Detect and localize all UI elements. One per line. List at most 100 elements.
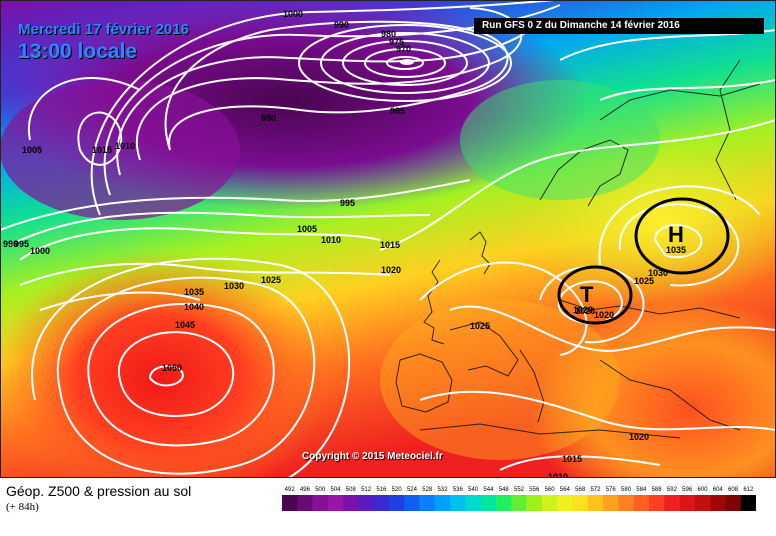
scale-label: 516: [376, 487, 387, 493]
scale-swatch: [618, 495, 634, 511]
scale-label: 564: [560, 487, 571, 493]
high-pressure-center: H 1035: [634, 197, 730, 275]
isobar-label: 1025: [261, 275, 281, 285]
isobar-labels: 1000 990 980 975 970 985 980 1005 1015 1…: [3, 9, 668, 478]
scale-label: 492: [285, 487, 296, 493]
isobar-label: 1005: [297, 224, 317, 234]
scale-label: 612: [743, 487, 754, 493]
low-letter: T: [580, 282, 594, 307]
isobars: [0, 0, 776, 478]
isobar-label: 1005: [22, 145, 42, 155]
scale-label: 524: [407, 487, 418, 493]
scale-label: 540: [468, 487, 479, 493]
isobar-label: 995: [340, 198, 355, 208]
scale-swatch: [327, 495, 344, 511]
scale-swatch: [633, 495, 650, 511]
scale-label: 528: [422, 487, 433, 493]
scale-label: 580: [621, 487, 632, 493]
isobar-label: 1010: [321, 235, 341, 245]
scale-swatch: [373, 495, 390, 511]
isobar-label: 1030: [224, 281, 244, 291]
isobar-label: 1015: [380, 240, 400, 250]
isobar-label: 1015: [92, 145, 112, 155]
scale-label: 584: [636, 487, 647, 493]
scale-label: 560: [545, 487, 556, 493]
scale-swatch: [358, 495, 375, 511]
isobar-label: 1045: [175, 320, 195, 330]
scale-label: 600: [697, 487, 708, 493]
isobar-label: 1015: [562, 454, 582, 464]
product-title: Géop. Z500 & pression au sol: [6, 483, 192, 499]
isobar-label: 1010: [548, 472, 568, 478]
scale-label: 596: [682, 487, 693, 493]
isobar-label: 1050: [162, 363, 182, 373]
scale-label: 576: [606, 487, 617, 493]
isobar-label: 975: [389, 37, 404, 47]
isobar-label: 1040: [184, 302, 204, 312]
isobar-label: 1020: [575, 306, 595, 316]
low-center-marker: [400, 59, 414, 65]
scale-label: 568: [575, 487, 586, 493]
low-pressure-center: T 1020: [557, 265, 633, 325]
scale-swatch: [465, 495, 482, 511]
coastlines: [395, 59, 761, 439]
scale-label: 520: [392, 487, 403, 493]
scale-swatch: [572, 495, 589, 511]
scale-swatch: [710, 495, 726, 511]
scale-swatch: [557, 495, 573, 511]
high-value: 1035: [666, 245, 686, 255]
scale-swatch: [603, 495, 619, 511]
scale-label: 508: [346, 487, 357, 493]
scale-swatch: [389, 495, 405, 511]
isobar-label: 1020: [381, 265, 401, 275]
scale-swatch: [725, 495, 742, 511]
isobar-label: 985: [390, 106, 405, 116]
scale-label: 536: [453, 487, 464, 493]
scale-swatch: [541, 495, 558, 511]
scale-label: 592: [667, 487, 678, 493]
isobar-label: 990: [334, 20, 349, 30]
scale-label: 544: [483, 487, 494, 493]
scale-swatch: [434, 495, 451, 511]
scale-swatch: [587, 495, 604, 511]
scale-swatch: [419, 495, 436, 511]
isobar-label: 1020: [594, 310, 614, 320]
scale-swatch: [404, 495, 420, 511]
scale-label: 496: [300, 487, 311, 493]
scale-label: 548: [499, 487, 510, 493]
weather-map: 1000 990 980 975 970 985 980 1005 1015 1…: [0, 0, 776, 478]
scale-swatch: [450, 495, 466, 511]
isobar-label: 980: [381, 29, 396, 39]
isobar-label: 1025: [634, 276, 654, 286]
forecast-time: 13:00 locale: [18, 40, 138, 63]
scale-swatch: [312, 495, 329, 511]
scale-label: 504: [331, 487, 342, 493]
scale-swatch: [526, 495, 543, 511]
scale-swatch: [480, 495, 497, 511]
scale-label: 500: [315, 487, 326, 493]
forecast-date: Mercredi 17 février 2016: [18, 21, 189, 38]
isobar-label: 1020: [629, 432, 649, 442]
scale-label: 572: [590, 487, 601, 493]
isobar-label: 995: [14, 239, 29, 249]
scale-swatch: [679, 495, 696, 511]
isobar-label: 980: [261, 113, 276, 123]
scale-label: 604: [713, 487, 724, 493]
scale-swatch: [343, 495, 359, 511]
scale-label: 532: [438, 487, 449, 493]
scale-swatch: [740, 495, 756, 511]
isobar-label: 1035: [184, 287, 204, 297]
lead-time: (+ 84h): [6, 501, 39, 513]
scale-label: 556: [529, 487, 540, 493]
high-letter: H: [668, 222, 684, 247]
scale-swatch: [664, 495, 680, 511]
legend-footer: Géop. Z500 & pression au sol (+ 84h) 492…: [0, 478, 776, 536]
isobar-label: 990: [3, 239, 18, 249]
isobar-label: 1030: [648, 268, 668, 278]
copyright-notice: Copyright © 2015 Meteociel.fr: [302, 451, 443, 462]
scale-label: 608: [728, 487, 739, 493]
scale-label: 552: [514, 487, 525, 493]
scale-swatch: [511, 495, 527, 511]
isobar-label: 1000: [283, 9, 303, 19]
scale-swatch: [297, 495, 313, 511]
